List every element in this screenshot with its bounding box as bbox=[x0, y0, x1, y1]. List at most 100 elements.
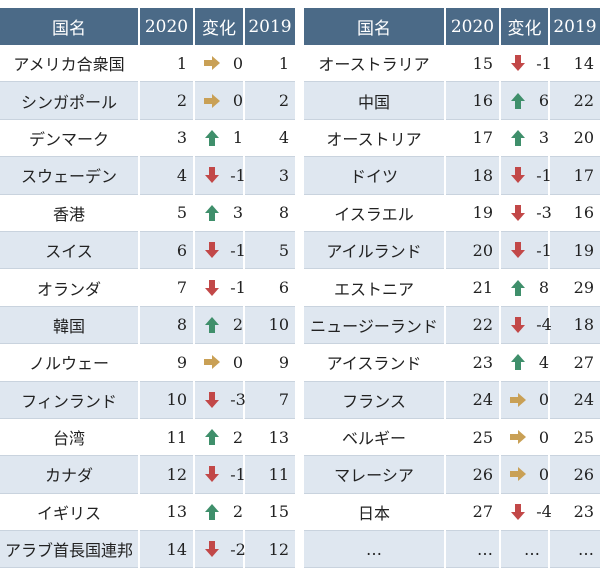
change-value: -1 bbox=[230, 165, 246, 185]
rank-change: -1 bbox=[500, 156, 552, 195]
country-name: ドイツ bbox=[304, 156, 446, 195]
change-value: -3 bbox=[230, 390, 246, 410]
table-row: 中国 16 6 22 bbox=[304, 81, 600, 120]
arrow-down-icon bbox=[203, 391, 221, 409]
country-name: フィンランド bbox=[0, 381, 140, 419]
country-name: ニュージーランド bbox=[304, 306, 446, 345]
ellipsis-2019: … bbox=[549, 530, 600, 569]
rank-2020: 26 bbox=[445, 455, 501, 494]
arrow-down-icon bbox=[203, 279, 221, 297]
rank-2020: 20 bbox=[445, 231, 501, 270]
arrow-up-icon bbox=[203, 129, 221, 147]
country-name: イギリス bbox=[0, 493, 140, 532]
rank-2019: 14 bbox=[549, 45, 600, 83]
rank-2019: 8 bbox=[244, 194, 295, 232]
country-name: イスラエル bbox=[304, 194, 446, 232]
table-row: ドイツ 18 -1 17 bbox=[304, 156, 600, 195]
arrow-down-icon bbox=[203, 465, 221, 483]
change-value: -1 bbox=[536, 165, 552, 185]
rank-2020: 22 bbox=[445, 306, 501, 345]
rank-change: -1 bbox=[194, 455, 246, 494]
rank-change: 2 bbox=[194, 306, 245, 345]
rank-2019: 16 bbox=[549, 194, 600, 232]
rank-2020: 18 bbox=[445, 156, 501, 195]
country-name: ベルギー bbox=[304, 418, 446, 457]
country-name: デンマーク bbox=[0, 119, 140, 158]
country-name: アメリカ合衆国 bbox=[0, 45, 140, 83]
rank-2020: 6 bbox=[139, 231, 195, 270]
rank-2020: 25 bbox=[445, 418, 501, 457]
table-row: フランス 24 0 24 bbox=[304, 381, 600, 419]
rank-2020: 12 bbox=[139, 455, 195, 494]
table-row: オーストリア 17 3 20 bbox=[304, 119, 600, 158]
country-name: アラブ首長国連邦 bbox=[0, 530, 140, 569]
table-row: マレーシア 26 0 26 bbox=[304, 455, 600, 494]
table-body-left: アメリカ合衆国 1 0 1 シンガポール 2 0 2 デンマーク 3 1 4 スウェーデン 4 -1 3 香港 5… bbox=[0, 45, 295, 569]
change-value: -4 bbox=[536, 315, 552, 335]
table-row: オーストラリア 15 -1 14 bbox=[304, 45, 600, 83]
rank-2020: 19 bbox=[445, 194, 501, 232]
arrow-right-icon bbox=[203, 353, 221, 371]
rank-2019: 17 bbox=[549, 156, 600, 195]
rank-change: -4 bbox=[500, 493, 552, 532]
country-name: 中国 bbox=[304, 81, 446, 120]
arrow-up-icon bbox=[509, 279, 527, 297]
header-country: 国名 bbox=[0, 8, 140, 45]
rank-2020: 15 bbox=[445, 45, 501, 83]
change-value: 2 bbox=[232, 315, 244, 335]
rank-2019: 9 bbox=[244, 343, 295, 382]
country-name: 台湾 bbox=[0, 418, 140, 457]
table-row: アイルランド 20 -1 19 bbox=[304, 231, 600, 270]
change-value: 1 bbox=[232, 128, 244, 148]
change-value: 0 bbox=[232, 91, 244, 111]
rank-2020: 16 bbox=[445, 81, 501, 120]
table-row: 日本 27 -4 23 bbox=[304, 493, 600, 532]
country-name: アイスランド bbox=[304, 343, 446, 382]
rank-2019: 29 bbox=[549, 268, 600, 307]
arrow-up-icon bbox=[509, 129, 527, 147]
change-value: 3 bbox=[538, 128, 550, 148]
rank-change: 2 bbox=[194, 493, 245, 532]
arrow-right-icon bbox=[509, 428, 527, 446]
rank-change: 0 bbox=[194, 45, 245, 83]
change-value: 3 bbox=[232, 203, 244, 223]
table-row: カナダ 12 -1 11 bbox=[0, 455, 295, 494]
arrow-down-icon bbox=[509, 54, 527, 72]
rank-2020: 23 bbox=[445, 343, 501, 382]
change-value: -1 bbox=[230, 464, 246, 484]
arrow-down-icon bbox=[203, 166, 221, 184]
table-header-row: 国名 2020 変化 2019 bbox=[304, 8, 600, 45]
arrow-down-icon bbox=[203, 241, 221, 259]
country-name: アイルランド bbox=[304, 231, 446, 270]
rank-2020: 11 bbox=[139, 418, 195, 457]
country-name: シンガポール bbox=[0, 81, 140, 120]
arrow-up-icon bbox=[203, 316, 221, 334]
country-name: オーストリア bbox=[304, 119, 446, 158]
table-row: デンマーク 3 1 4 bbox=[0, 119, 295, 158]
rank-2019: 20 bbox=[549, 119, 600, 158]
rank-2020: 27 bbox=[445, 493, 501, 532]
rank-2019: 5 bbox=[244, 231, 295, 270]
header-change: 変化 bbox=[500, 8, 550, 45]
rank-2020: 7 bbox=[139, 268, 195, 307]
arrow-right-icon bbox=[509, 465, 527, 483]
header-change: 変化 bbox=[194, 8, 245, 45]
table-row: エストニア 21 8 29 bbox=[304, 268, 600, 307]
header-2019: 2019 bbox=[244, 8, 295, 45]
change-value: -2 bbox=[230, 539, 246, 559]
table-row: オランダ 7 -1 6 bbox=[0, 268, 295, 307]
rank-change: 1 bbox=[194, 119, 245, 158]
arrow-right-icon bbox=[203, 54, 221, 72]
table-header-row: 国名 2020 変化 2019 bbox=[0, 8, 295, 45]
table-row: シンガポール 2 0 2 bbox=[0, 81, 295, 120]
rank-2019: 15 bbox=[244, 493, 295, 532]
arrow-right-icon bbox=[509, 391, 527, 409]
arrow-up-icon bbox=[203, 503, 221, 521]
rank-change: 3 bbox=[500, 119, 550, 158]
change-value: 0 bbox=[232, 352, 244, 372]
rank-change: 0 bbox=[194, 343, 245, 382]
header-country: 国名 bbox=[304, 8, 446, 45]
rank-change: 3 bbox=[194, 194, 245, 232]
change-value: 2 bbox=[232, 502, 244, 522]
